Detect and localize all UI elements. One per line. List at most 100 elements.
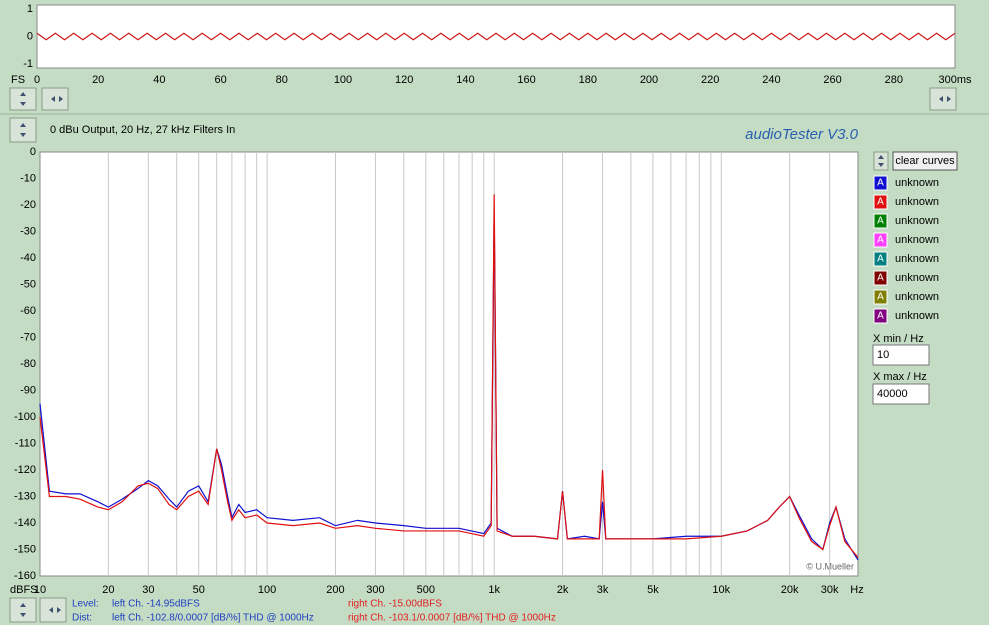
y-tick-label: -50 xyxy=(20,278,36,290)
legend-swatch xyxy=(873,194,888,210)
app-title: audioTester V3.0 xyxy=(745,126,859,143)
y-axis-label: dBFS xyxy=(10,584,38,596)
legend-swatch xyxy=(873,270,888,286)
y-tick-label: -150 xyxy=(14,543,36,555)
x-tick-label: 100 xyxy=(258,584,276,596)
time-plot xyxy=(36,4,956,69)
y-tick-label: 1 xyxy=(27,3,33,15)
legend-marker: A xyxy=(877,178,884,189)
status-right: right Ch. -15.00dBFS xyxy=(348,599,442,610)
x-tick-label: 30k xyxy=(821,584,839,596)
updown-button[interactable] xyxy=(9,117,37,143)
xmin-input[interactable] xyxy=(872,344,930,366)
x-tick-label: 50 xyxy=(193,584,205,596)
y-tick-label: -30 xyxy=(20,225,36,237)
updown-button[interactable] xyxy=(873,151,889,171)
spectrum-plot xyxy=(39,151,859,577)
legend-swatch xyxy=(873,289,888,305)
leftright-button[interactable] xyxy=(929,87,957,111)
xmin-label: X min / Hz xyxy=(873,333,924,345)
y-tick-label: -40 xyxy=(20,252,36,264)
updown-button[interactable] xyxy=(9,87,37,111)
x-tick-label: 60 xyxy=(214,74,226,86)
x-tick-label: 2k xyxy=(557,584,569,596)
updown-button[interactable] xyxy=(9,597,37,623)
xmax-label: X max / Hz xyxy=(873,371,927,383)
x-tick-label: 10 xyxy=(34,584,46,596)
legend-label: unknown xyxy=(895,253,939,265)
x-tick-label: 260 xyxy=(823,74,841,86)
chart-title: 0 dBu Output, 20 Hz, 27 kHz Filters In xyxy=(50,124,235,136)
y-tick-label: -130 xyxy=(14,490,36,502)
legend-label: unknown xyxy=(895,196,939,208)
x-tick-label: 40 xyxy=(153,74,165,86)
x-tick-label: 30 xyxy=(142,584,154,596)
y-tick-label: -140 xyxy=(14,517,36,529)
legend-marker: A xyxy=(877,235,884,246)
x-tick-label: 300 xyxy=(366,584,384,596)
y-tick-label: -70 xyxy=(20,331,36,343)
legend-label: unknown xyxy=(895,272,939,284)
y-tick-label: -160 xyxy=(14,570,36,582)
x-tick-label: 0 xyxy=(34,74,40,86)
legend-marker: A xyxy=(877,292,884,303)
y-tick-label: -90 xyxy=(20,384,36,396)
legend-swatch xyxy=(873,213,888,229)
y-tick-label: -120 xyxy=(14,464,36,476)
legend-label: unknown xyxy=(895,291,939,303)
legend-swatch xyxy=(873,175,888,191)
x-tick-label: 20 xyxy=(92,74,104,86)
y-tick-label: -20 xyxy=(20,199,36,211)
leftright-button[interactable] xyxy=(41,87,69,111)
x-tick-label: 1k xyxy=(488,584,500,596)
y-tick-label: -80 xyxy=(20,358,36,370)
x-tick-label: 140 xyxy=(456,74,474,86)
xmax-value: 40000 xyxy=(877,388,908,400)
y-tick-label: -110 xyxy=(15,437,36,449)
x-tick-label: 280 xyxy=(885,74,903,86)
x-tick-label: 20k xyxy=(781,584,799,596)
x-tick-label: 10k xyxy=(712,584,730,596)
y-tick-label: -100 xyxy=(14,411,36,423)
x-tick-label: 500 xyxy=(417,584,435,596)
clear-button[interactable] xyxy=(892,151,958,171)
legend-label: unknown xyxy=(895,310,939,322)
legend-marker: A xyxy=(877,216,884,227)
x-tick-label: 5k xyxy=(647,584,659,596)
x-tick-label: 220 xyxy=(701,74,719,86)
x-axis-label: Hz xyxy=(850,584,863,596)
x-tick-label: 200 xyxy=(640,74,658,86)
y-tick-label: 0 xyxy=(30,146,36,158)
legend-marker: A xyxy=(877,254,884,265)
y-axis-label: FS xyxy=(11,74,25,86)
status-right: right Ch. -103.1/0.0007 [dB/%] THD @ 100… xyxy=(348,613,556,624)
x-tick-label: 240 xyxy=(762,74,780,86)
status-label: Level: xyxy=(72,599,99,610)
x-tick-label: 180 xyxy=(579,74,597,86)
xmax-input[interactable] xyxy=(872,383,930,405)
credit: © U.Mueller xyxy=(806,561,854,571)
x-tick-label: 160 xyxy=(517,74,535,86)
clear-label: clear curves xyxy=(895,155,955,167)
legend-marker: A xyxy=(877,311,884,322)
x-tick-label: 120 xyxy=(395,74,413,86)
xmin-value: 10 xyxy=(877,349,889,361)
data-line xyxy=(39,194,859,558)
y-tick-label: -10 xyxy=(20,172,36,184)
x-tick-label: 3k xyxy=(597,584,609,596)
x-tick-label: 100 xyxy=(334,74,352,86)
leftright-button[interactable] xyxy=(39,597,67,623)
status-label: Dist: xyxy=(72,613,92,624)
legend-swatch xyxy=(873,251,888,267)
legend-label: unknown xyxy=(895,177,939,189)
legend-marker: A xyxy=(877,197,884,208)
x-tick-label: 20 xyxy=(102,584,114,596)
x-tick-label: 80 xyxy=(276,74,288,86)
y-tick-label: -1 xyxy=(23,58,33,70)
legend-swatch xyxy=(873,308,888,324)
y-tick-label: -60 xyxy=(20,305,36,317)
y-tick-label: 0 xyxy=(27,30,33,42)
data-line xyxy=(36,32,956,41)
x-tick-label: 300ms xyxy=(938,74,972,86)
legend-swatch xyxy=(873,232,888,248)
